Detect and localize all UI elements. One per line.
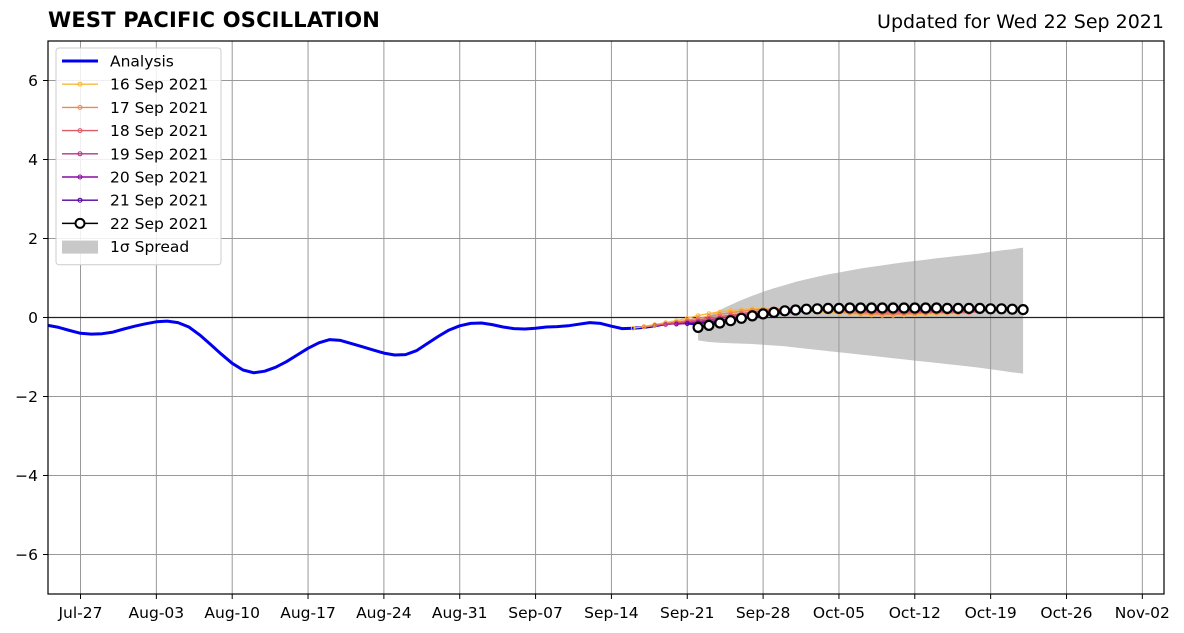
legend-marker-21-sep-2021 — [77, 197, 83, 203]
forecast-point-22-sep-2021 — [844, 302, 856, 314]
forecast-point-22-sep-2021 — [789, 304, 802, 316]
legend-label-19-sep-2021: 19 Sep 2021 — [110, 145, 208, 163]
forecast-point-22-sep-2021 — [703, 319, 715, 331]
x-tick-label: Aug-31 — [432, 604, 488, 622]
forecast-point-22-sep-2021 — [854, 302, 867, 314]
forecast-point-16-sep-2021 — [706, 311, 712, 316]
forecast-point-22-sep-2021 — [822, 302, 834, 314]
analysis-line — [47, 319, 699, 375]
forecast-point-22-sep-2021 — [811, 303, 823, 315]
legend-label-analysis: Analysis — [110, 53, 174, 71]
forecast-point-16-sep-2021 — [630, 325, 636, 331]
legend-label-spread: 1σ Spread — [110, 238, 189, 256]
x-tick-label: Aug-17 — [280, 604, 336, 622]
series-layer — [47, 302, 1029, 375]
forecast-point-18-sep-2021 — [652, 323, 658, 328]
legend-marker-18-sep-2021 — [77, 128, 83, 134]
forecast-point-22-sep-2021 — [724, 315, 737, 327]
legend-label-16-sep-2021: 16 Sep 2021 — [110, 76, 208, 94]
x-tick-label: Sep-28 — [736, 604, 791, 622]
legend-label-18-sep-2021: 18 Sep 2021 — [110, 122, 208, 140]
forecast-point-22-sep-2021 — [779, 305, 791, 317]
chart-title: WEST PACIFIC OSCILLATION — [48, 8, 381, 32]
forecast-point-22-sep-2021 — [952, 302, 964, 314]
forecast-point-22-sep-2021 — [919, 302, 932, 314]
forecast-point-22-sep-2021 — [876, 302, 888, 314]
legend-swatch-spread — [62, 240, 98, 254]
forecast-point-22-sep-2021 — [865, 302, 878, 314]
legend-marker-19-sep-2021 — [77, 151, 83, 157]
forecast-point-20-sep-2021 — [674, 321, 679, 327]
x-tick-label: Aug-24 — [356, 604, 412, 622]
forecast-point-22-sep-2021 — [898, 302, 910, 314]
legend-marker-20-sep-2021 — [77, 174, 83, 180]
forecast-point-22-sep-2021 — [692, 321, 704, 333]
x-tick-label: Sep-14 — [584, 604, 639, 622]
legend-marker-17-sep-2021 — [77, 104, 83, 110]
legend-label-17-sep-2021: 17 Sep 2021 — [110, 99, 208, 117]
legend-label-20-sep-2021: 20 Sep 2021 — [110, 169, 208, 187]
forecast-point-22-sep-2021 — [941, 302, 953, 314]
forecast-point-22-sep-2021 — [1017, 304, 1029, 316]
legend-marker-22-sep-2021 — [74, 217, 86, 229]
x-tick-label: Sep-07 — [508, 604, 563, 622]
x-tick-label: Aug-03 — [129, 604, 185, 622]
forecast-point-22-sep-2021 — [768, 306, 780, 318]
forecast-point-17-sep-2021 — [641, 324, 647, 330]
forecast-point-22-sep-2021 — [1006, 303, 1018, 315]
forecast-point-22-sep-2021 — [995, 303, 1008, 315]
forecast-point-22-sep-2021 — [735, 312, 748, 324]
axes-layer: Jul-27 Aug-03 Aug-10 Aug-17 Aug-24 Aug-31 Sep-… — [15, 40, 1170, 622]
y-tick-label: 6 — [28, 72, 38, 90]
x-tick-label: Sep-21 — [660, 604, 715, 622]
legend-label-21-sep-2021: 21 Sep 2021 — [110, 192, 208, 210]
y-tick-label: −2 — [15, 388, 38, 406]
forecast-point-22-sep-2021 — [930, 302, 943, 314]
chart-subtitle: Updated for Wed 22 Sep 2021 — [877, 11, 1164, 33]
forecast-point-22-sep-2021 — [984, 303, 997, 315]
plot-frame — [47, 40, 1165, 595]
x-tick-label: Oct-19 — [965, 604, 1017, 622]
legend-label-22-sep-2021: 22 Sep 2021 — [110, 215, 208, 233]
x-tick-label: Oct-26 — [1040, 604, 1092, 622]
legend-box — [55, 47, 222, 266]
legend: Analysis 16 Sep 2021 17 Sep 2021 18 Sep 202… — [55, 47, 222, 266]
x-tick-label: Oct-05 — [813, 604, 865, 622]
x-tick-label: Oct-12 — [889, 604, 941, 622]
forecast-point-22-sep-2021 — [963, 302, 975, 314]
forecast-point-22-sep-2021 — [746, 310, 758, 322]
forecast-point-19-sep-2021 — [663, 322, 668, 327]
x-tick-label: Nov-02 — [1115, 604, 1170, 622]
forecast-point-21-sep-2021 — [685, 321, 690, 327]
forecast-point-16-sep-2021 — [695, 313, 701, 318]
y-tick-label: −6 — [15, 546, 38, 564]
x-tick-label: Aug-10 — [204, 604, 260, 622]
forecast-point-22-sep-2021 — [800, 303, 813, 315]
y-tick-label: 4 — [28, 151, 38, 169]
forecast-point-22-sep-2021 — [714, 317, 726, 329]
y-tick-label: 2 — [28, 230, 38, 248]
forecast-point-22-sep-2021 — [909, 302, 921, 314]
y-tick-label: 0 — [28, 309, 38, 327]
x-tick-label: Jul-27 — [57, 604, 102, 622]
forecast-point-22-sep-2021 — [757, 308, 769, 320]
legend-marker-16-sep-2021 — [77, 81, 83, 87]
y-tick-label: −4 — [15, 467, 38, 485]
forecast-point-22-sep-2021 — [833, 302, 845, 314]
forecast-point-22-sep-2021 — [974, 302, 986, 314]
forecast-point-22-sep-2021 — [887, 302, 899, 314]
